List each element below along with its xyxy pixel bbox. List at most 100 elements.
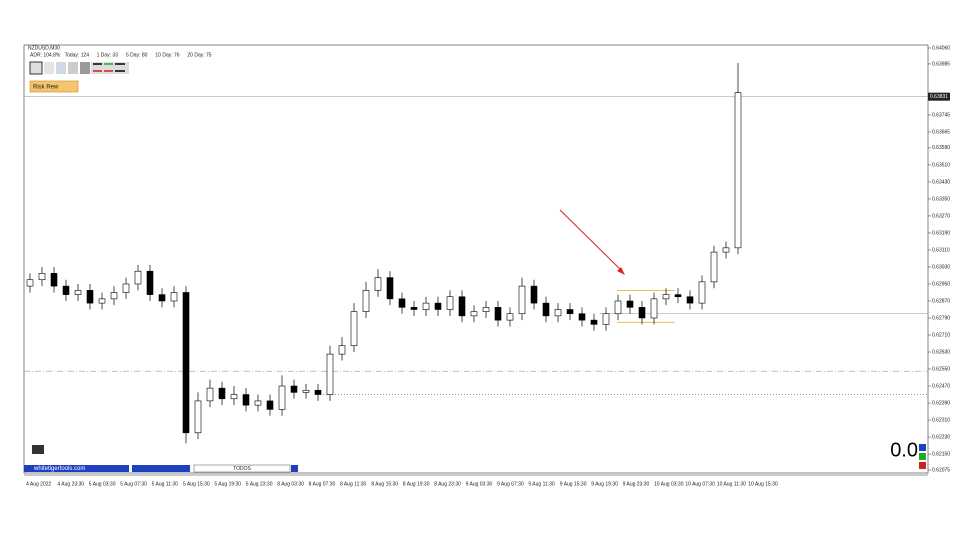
candle-body bbox=[566, 309, 574, 315]
stat: ADR: 104.8% bbox=[30, 52, 61, 58]
candle-body bbox=[134, 270, 142, 285]
candle-body bbox=[494, 307, 502, 321]
candle-body bbox=[62, 285, 70, 295]
y-tick-label: 0.63110 bbox=[932, 247, 950, 253]
x-tick-label: 5 Aug 15:30 bbox=[183, 481, 210, 487]
filter-button[interactable] bbox=[193, 464, 291, 473]
candle-body bbox=[422, 302, 430, 310]
stat: 10 Day: 76 bbox=[155, 52, 179, 58]
candle-body bbox=[242, 394, 250, 406]
badge[interactable] bbox=[919, 462, 926, 469]
y-tick-label: 0.62790 bbox=[932, 315, 950, 321]
x-tick-label: 9 Aug 03:30 bbox=[466, 481, 493, 487]
y-tick-label: 0.63430 bbox=[932, 179, 950, 185]
stats: ADR: 104.8% Today: 124 1 Day: 33 5 Day: 80 1… bbox=[30, 52, 212, 58]
y-tick-label: 0.62230 bbox=[932, 434, 950, 440]
x-tick-label: 4 Aug 2022 bbox=[26, 481, 52, 487]
stat: 5 Day: 80 bbox=[126, 52, 148, 58]
x-tick-label: 10 Aug 03:30 bbox=[654, 481, 684, 487]
y-tick-label: 0.64060 bbox=[932, 45, 950, 51]
candle-body bbox=[374, 277, 382, 291]
toggle[interactable] bbox=[291, 465, 298, 472]
candle-body bbox=[482, 307, 490, 312]
button[interactable] bbox=[56, 62, 66, 74]
button[interactable] bbox=[68, 62, 78, 74]
candle-body bbox=[326, 353, 334, 395]
button[interactable] bbox=[29, 61, 43, 75]
candle-body bbox=[434, 302, 442, 310]
button[interactable] bbox=[44, 62, 54, 74]
x-tick-label: 8 Aug 23:30 bbox=[434, 481, 461, 487]
candle-body bbox=[182, 292, 190, 434]
candle-body bbox=[50, 273, 58, 287]
plot-frame bbox=[23, 44, 929, 474]
candle-body bbox=[362, 290, 370, 312]
candle-body bbox=[110, 292, 118, 300]
badge[interactable] bbox=[919, 453, 926, 460]
candle-body bbox=[206, 387, 214, 402]
x-tick-label: 10 Aug 07:30 bbox=[685, 481, 715, 487]
y-tick-label: 0.63030 bbox=[932, 264, 950, 270]
candle-body bbox=[350, 311, 358, 346]
candle-body bbox=[26, 279, 34, 287]
stat: 1 Day: 33 bbox=[97, 52, 119, 58]
y-tick-label: 0.63745 bbox=[932, 112, 950, 118]
candle-body bbox=[602, 313, 610, 325]
candle-body bbox=[86, 290, 94, 304]
candle-body bbox=[686, 296, 694, 304]
candle-body bbox=[710, 251, 718, 283]
candle-body bbox=[674, 294, 682, 298]
candle-body bbox=[302, 389, 310, 393]
toolbar bbox=[29, 61, 129, 75]
candle-body bbox=[722, 247, 730, 253]
candle-body bbox=[458, 296, 466, 317]
x-tick-label: 8 Aug 15:30 bbox=[371, 481, 398, 487]
candle-body bbox=[290, 385, 298, 393]
site-bar[interactable] bbox=[24, 465, 129, 472]
candle-body bbox=[554, 309, 562, 317]
x-tick-label: 9 Aug 19:30 bbox=[591, 481, 618, 487]
candle-body bbox=[614, 300, 622, 315]
candle-body bbox=[698, 281, 706, 304]
stat: 20 Day: 75 bbox=[187, 52, 211, 58]
tab[interactable] bbox=[132, 465, 190, 472]
candle-body bbox=[470, 311, 478, 317]
y-tick-label: 0.62150 bbox=[932, 451, 950, 457]
candle-body bbox=[530, 285, 538, 304]
y-tick-label: 0.63665 bbox=[932, 129, 950, 135]
candle-body bbox=[410, 307, 418, 310]
candle-body bbox=[218, 387, 226, 400]
x-tick-label: 8 Aug 11:30 bbox=[340, 481, 367, 487]
y-tick-label: 0.63510 bbox=[932, 162, 950, 168]
candle-body bbox=[590, 319, 598, 325]
x-tick-label: 9 Aug 15:30 bbox=[560, 481, 587, 487]
stat: Today: 124 bbox=[65, 52, 90, 58]
y-tick-label: 0.62630 bbox=[932, 349, 950, 355]
x-tick-label: 8 Aug 19:30 bbox=[403, 481, 430, 487]
y-tick-label: 0.62310 bbox=[932, 417, 950, 423]
badge[interactable] bbox=[919, 444, 926, 451]
candle-body bbox=[194, 400, 202, 434]
x-tick-label: 8 Aug 07:30 bbox=[309, 481, 336, 487]
y-tick-label: 0.62390 bbox=[932, 400, 950, 406]
candle-body bbox=[542, 302, 550, 317]
candle-body bbox=[254, 400, 262, 406]
x-tick-label: 9 Aug 07:30 bbox=[497, 481, 524, 487]
candle-body bbox=[650, 298, 658, 319]
candle-body bbox=[314, 389, 322, 395]
candle-body bbox=[506, 313, 514, 321]
price-label: 0.63831 bbox=[930, 94, 948, 100]
candle-body bbox=[446, 296, 454, 310]
button[interactable] bbox=[80, 62, 90, 74]
y-tick-label: 0.62950 bbox=[932, 281, 950, 287]
risk-button[interactable] bbox=[29, 80, 79, 93]
arrow bbox=[559, 209, 624, 273]
candle-body bbox=[638, 307, 646, 319]
x-tick-label: 5 Aug 07:30 bbox=[120, 481, 147, 487]
price-tag bbox=[928, 92, 950, 101]
flag-icon bbox=[32, 445, 44, 454]
x-tick-label: 9 Aug 11:30 bbox=[528, 481, 555, 487]
x-tick-label: 10 Aug 11:30 bbox=[717, 481, 746, 487]
